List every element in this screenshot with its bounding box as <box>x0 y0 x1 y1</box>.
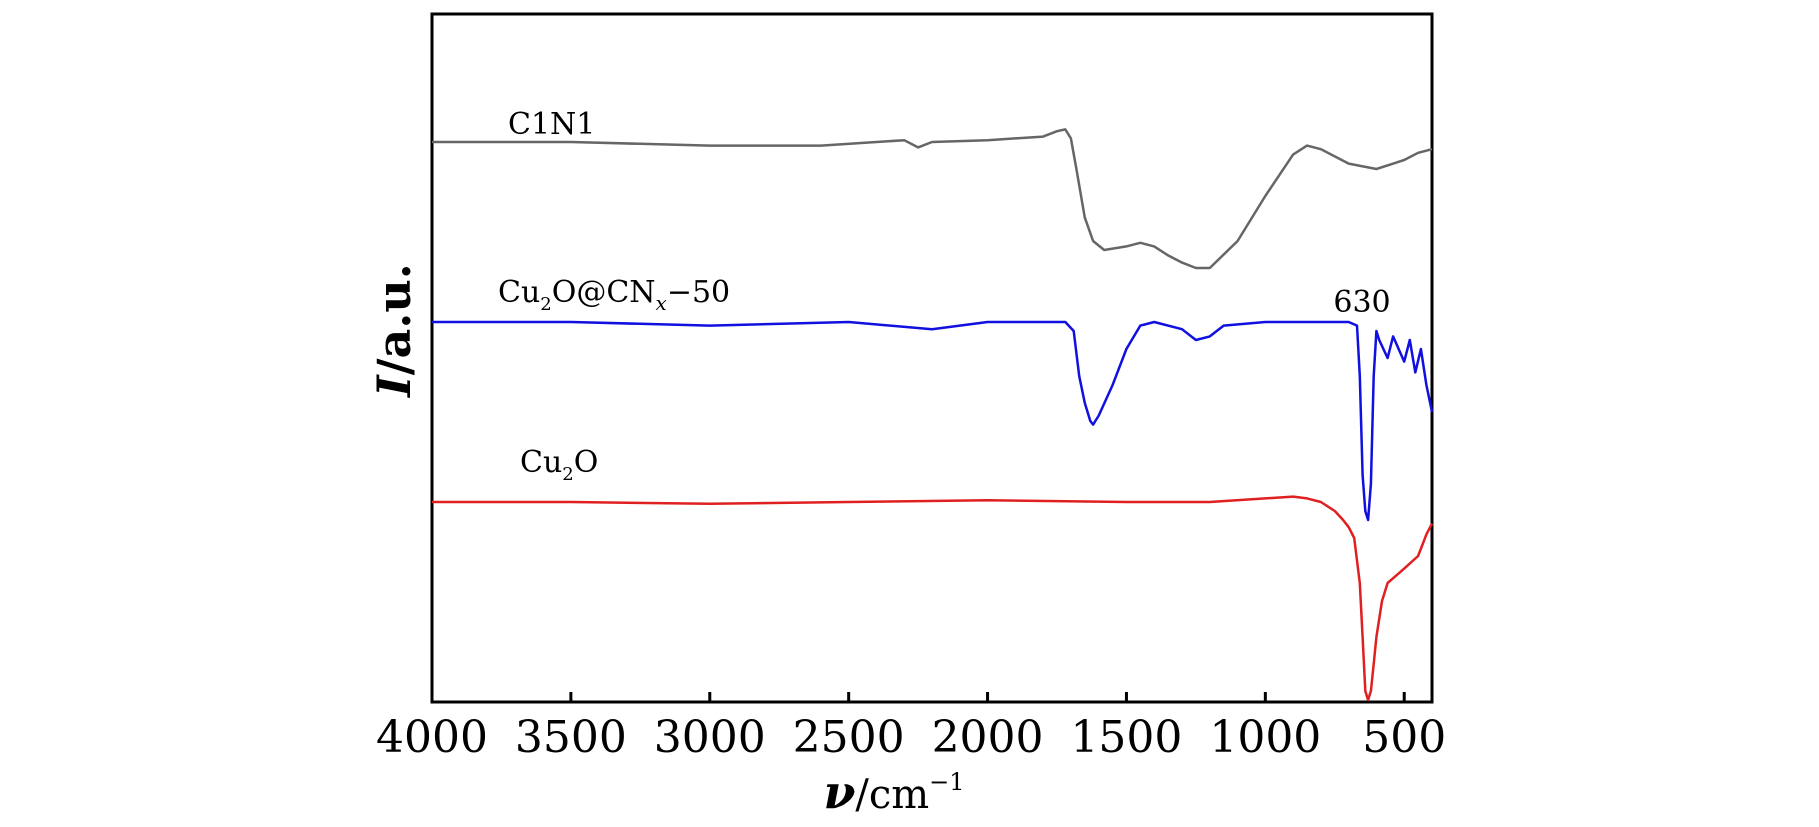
series-line <box>432 128 1433 270</box>
x-tick-label: 4000 <box>376 712 488 763</box>
series-label: Cu2O@CNx−50 <box>498 275 730 315</box>
x-axis-unit-exponent: −1 <box>929 768 964 796</box>
series-label: Cu2O <box>520 445 598 485</box>
plot-frame <box>430 12 1434 704</box>
x-tick-label: 500 <box>1362 712 1446 763</box>
series-labels: C1N1 Cu2O@CNx−50 Cu2O <box>498 107 730 485</box>
x-axis-ticks <box>430 692 1406 702</box>
x-tick-label: 1500 <box>1070 712 1182 763</box>
x-tick-label: 2500 <box>793 712 905 763</box>
series-label: C1N1 <box>508 107 595 142</box>
x-tick-label: 3500 <box>515 712 627 763</box>
series-line <box>432 320 1434 522</box>
series-lines <box>432 128 1434 702</box>
x-axis-symbol: ν <box>823 765 855 819</box>
y-axis-title: I/a.u. <box>367 263 421 399</box>
x-tick-label: 3000 <box>654 712 766 763</box>
x-tick-label: 1000 <box>1209 712 1321 763</box>
x-axis-unit: /cm <box>855 772 929 818</box>
series-line <box>432 495 1434 702</box>
x-axis-title: ν/cm−1 <box>823 765 964 819</box>
y-axis-symbol: I <box>367 374 421 399</box>
x-tick-label: 2000 <box>932 712 1044 763</box>
peak-annotation: 630 <box>1333 285 1390 320</box>
x-axis-tick-labels: 4000 3500 3000 2500 2000 1500 1000 500 <box>376 712 1446 763</box>
y-axis-unit: /a.u. <box>367 263 421 375</box>
